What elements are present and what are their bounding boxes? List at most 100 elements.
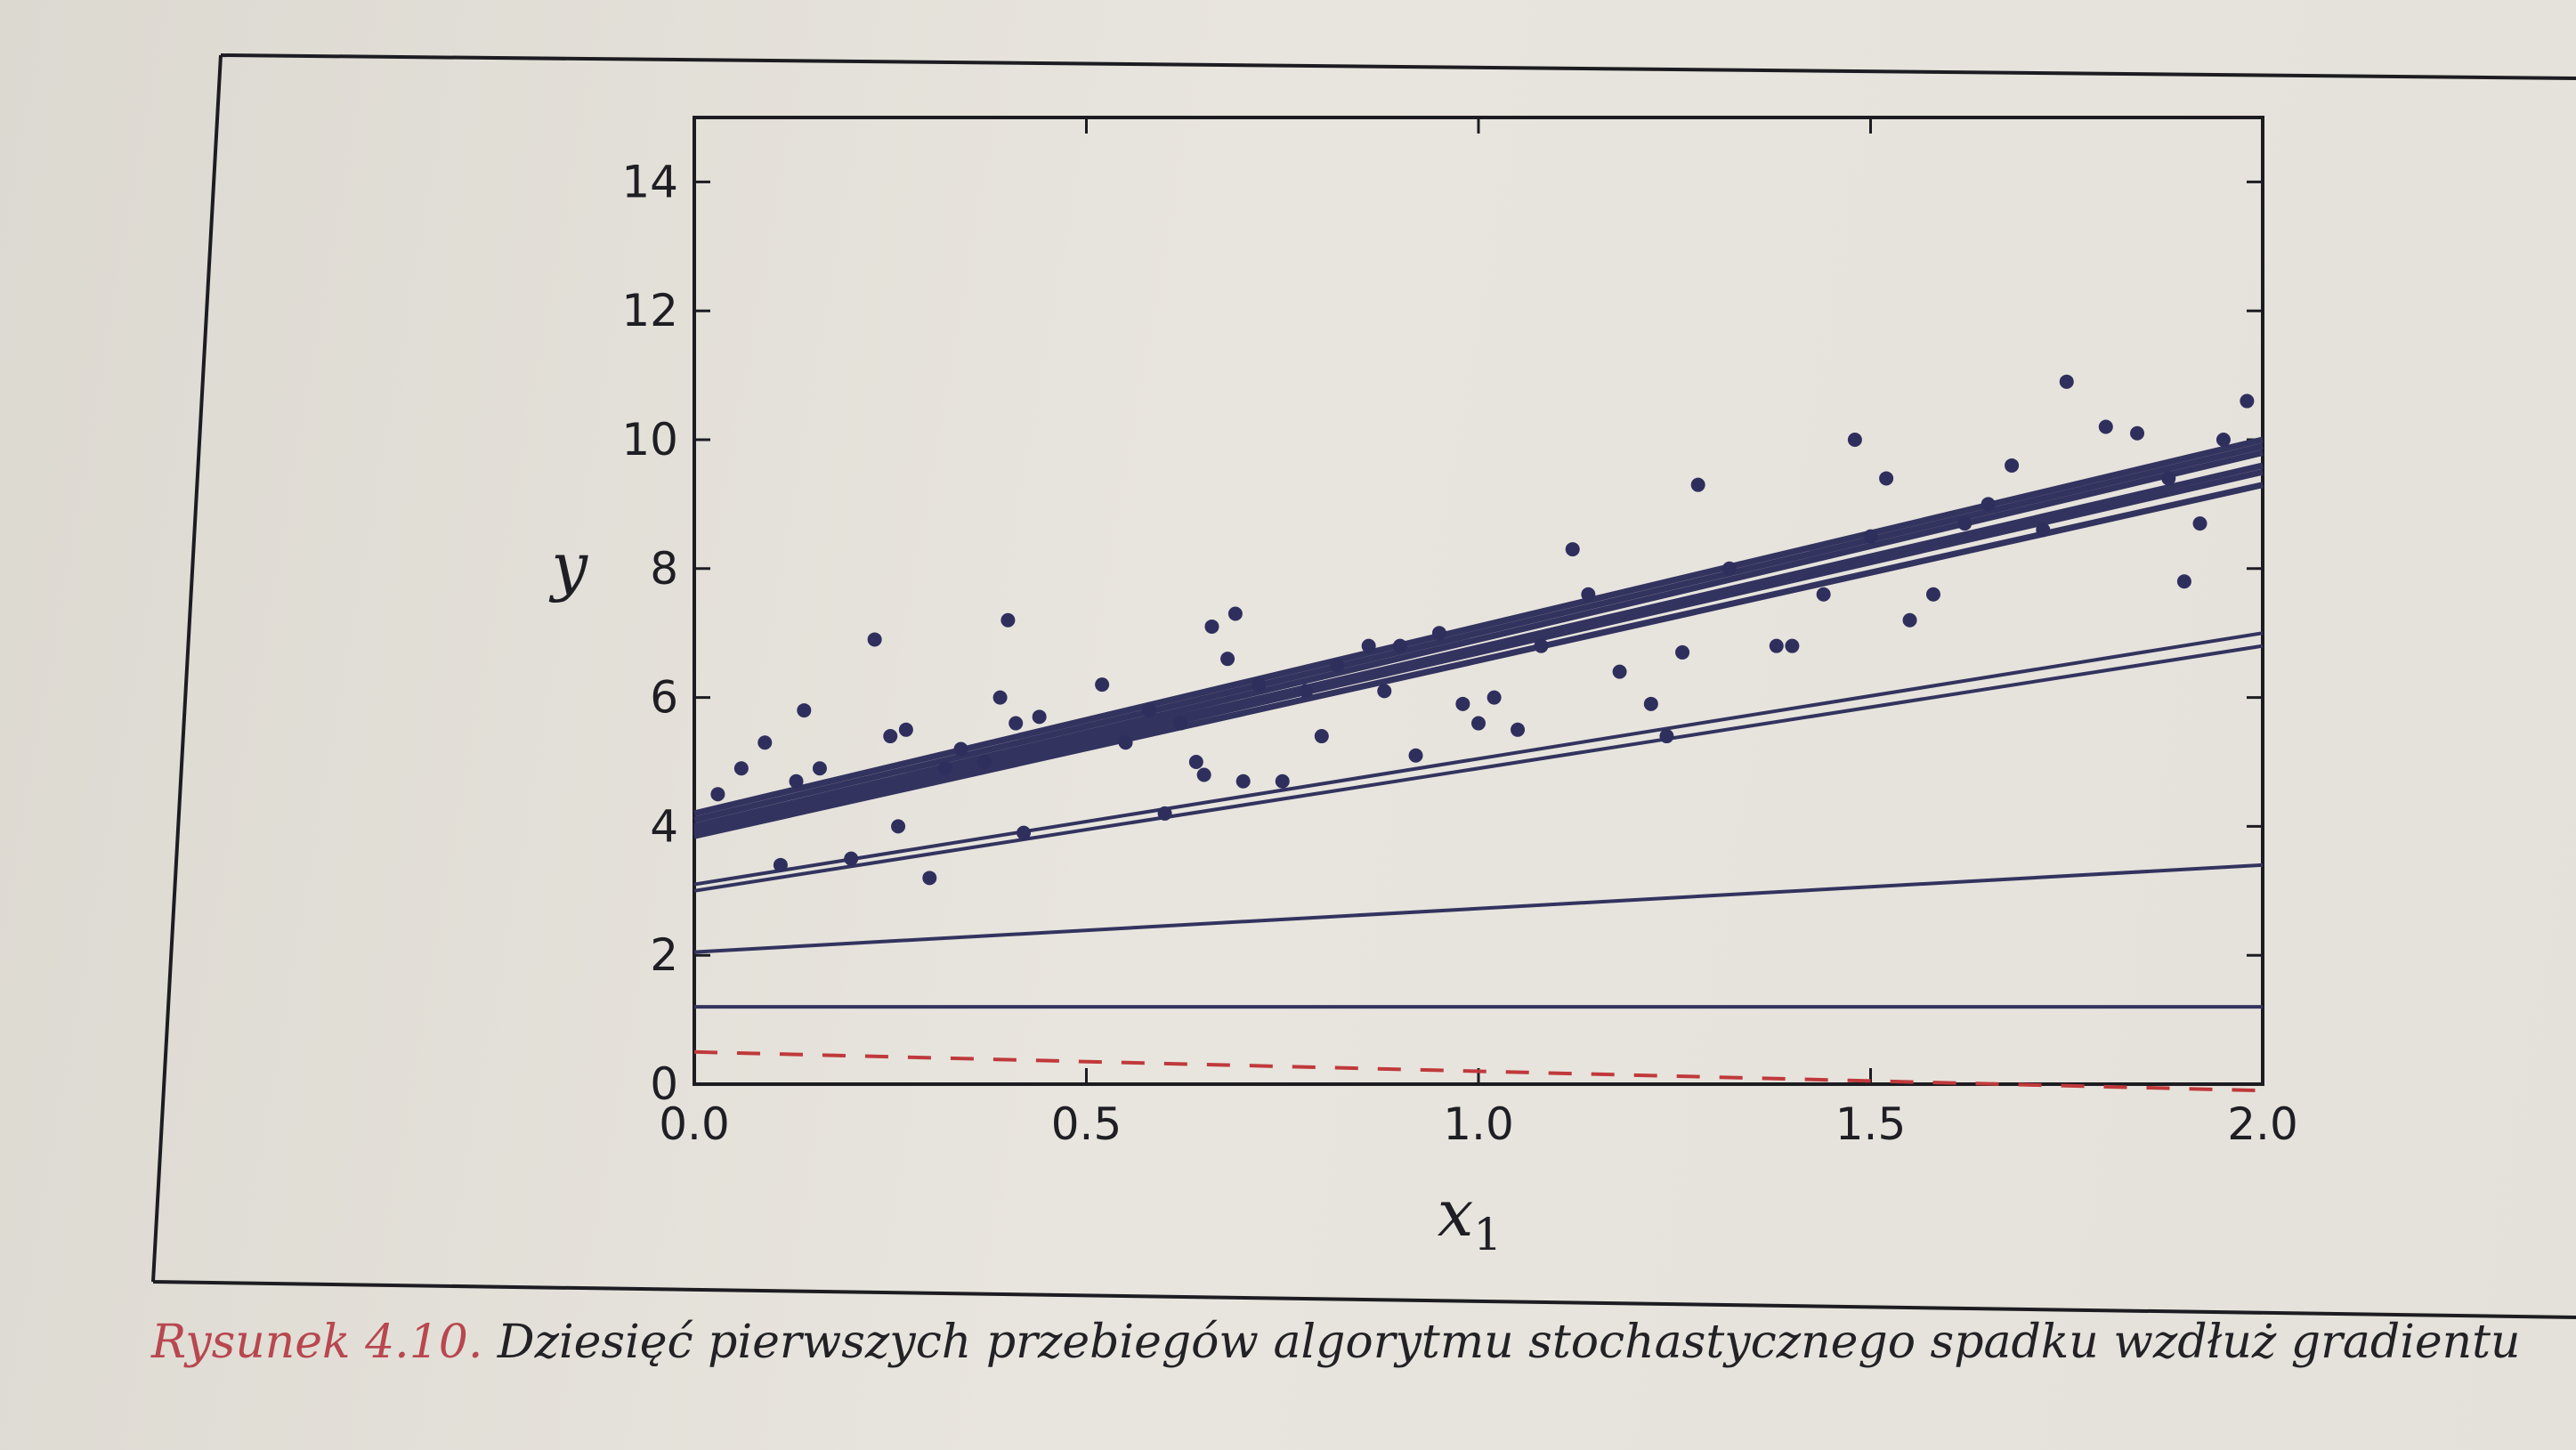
data-point: [2130, 425, 2145, 441]
data-point: [1118, 735, 1133, 750]
data-point: [1847, 433, 1862, 447]
data-point: [773, 857, 788, 872]
data-point: [1902, 612, 1917, 628]
data-point: [867, 632, 882, 647]
prediction-line: [693, 482, 2264, 839]
data-point: [2005, 458, 2020, 473]
figure-frame: [151, 53, 2576, 1319]
data-point: [1612, 664, 1627, 679]
data-point: [1471, 716, 1486, 731]
data-point: [1188, 755, 1203, 769]
y-tick-label: 0: [650, 1058, 678, 1110]
y-tick-label: 2: [650, 929, 678, 981]
data-point: [1095, 677, 1110, 693]
data-point: [1000, 612, 1016, 628]
prediction-line: [693, 631, 2264, 887]
data-point: [1863, 529, 1878, 544]
data-point: [2216, 433, 2231, 447]
data-point: [1009, 716, 1024, 731]
data-point: [1032, 709, 1047, 725]
data-point: [1675, 644, 1690, 660]
y-tick-label: 8: [650, 543, 678, 595]
data-point: [1981, 497, 1996, 512]
y-axis-label: y: [548, 529, 588, 603]
data-point: [1431, 626, 1446, 641]
y-tick-label: 6: [650, 672, 678, 724]
data-point: [1721, 561, 1737, 576]
data-point: [976, 755, 992, 769]
data-point: [1377, 684, 1392, 699]
caption-text: Dziesięć pierwszych przebiegów algorytmu…: [482, 1316, 2521, 1369]
prediction-line: [693, 863, 2264, 954]
prediction-line: [693, 462, 2264, 833]
data-point: [2098, 419, 2113, 434]
prediction-line: [693, 450, 2264, 830]
data-point: [937, 761, 952, 776]
plot-area: 0 2 4 6 8 10 12 14 0.0 0.5 1.0 1.5 2.0 x1 y: [548, 116, 2298, 1260]
x-tick-label: 1.5: [1835, 1098, 1907, 1150]
x-tick-label: 0.0: [659, 1098, 730, 1150]
caption-label: Rysunek 4.10.: [151, 1316, 483, 1369]
y-tick-label: 12: [621, 285, 678, 336]
prediction-line: [693, 644, 2264, 893]
data-point: [1227, 606, 1243, 621]
data-point: [1769, 638, 1784, 653]
figure-caption: Rysunek 4.10. Dziesięć pierwszych przebi…: [151, 1316, 2555, 1369]
prediction-line: [693, 442, 2264, 823]
y-tick-label: 4: [650, 800, 678, 852]
data-point: [1299, 684, 1314, 699]
data-point: [1220, 652, 1235, 667]
data-point: [1581, 587, 1596, 602]
data-point: [1957, 516, 1973, 531]
data-point: [1235, 774, 1251, 789]
data-point: [1690, 477, 1705, 492]
data-point: [898, 722, 913, 737]
data-point: [891, 819, 906, 834]
data-point: [1925, 587, 1940, 602]
data-point: [2176, 574, 2191, 589]
data-point: [1361, 638, 1376, 653]
data-point: [844, 851, 859, 866]
data-point: [1659, 729, 1674, 744]
data-point: [1252, 677, 1267, 693]
data-point: [922, 871, 937, 886]
x-axis-label: x1: [1438, 1176, 1502, 1260]
data-point: [1196, 767, 1211, 782]
data-point: [1141, 703, 1156, 718]
y-tick-label: 14: [621, 156, 678, 207]
data-point: [883, 729, 898, 744]
data-point: [1408, 748, 1423, 763]
data-point: [1314, 729, 1329, 744]
x-axis-label-subscript: 1: [1473, 1209, 1502, 1260]
data-point: [1157, 806, 1172, 821]
data-point: [1204, 619, 1219, 634]
data-point: [2240, 393, 2255, 409]
data-point: [757, 735, 773, 750]
y-tick-label: 10: [621, 414, 678, 466]
data-point: [2192, 516, 2207, 531]
x-tick-label: 2.0: [2227, 1098, 2298, 1150]
data-point: [2161, 471, 2176, 486]
data-point: [1455, 696, 1470, 711]
data-point: [1017, 825, 1032, 840]
data-point: [2059, 374, 2074, 389]
data-point: [1511, 722, 1526, 737]
data-point: [789, 774, 804, 789]
data-point: [733, 761, 749, 776]
data-point: [1785, 638, 1800, 653]
x-tick-label: 1.0: [1443, 1098, 1514, 1150]
data-point: [1565, 542, 1580, 557]
data-point: [1879, 471, 1894, 486]
data-point: [953, 741, 968, 757]
x-tick-label: 0.5: [1051, 1098, 1122, 1150]
prediction-line: [693, 468, 2264, 837]
initial-prediction-line: [693, 1049, 2264, 1093]
data-point: [1816, 587, 1831, 602]
data-point: [1486, 690, 1502, 705]
data-point: [1330, 658, 1345, 673]
data-point: [1643, 696, 1658, 711]
data-point: [2036, 522, 2051, 538]
data-point: [1173, 716, 1188, 731]
